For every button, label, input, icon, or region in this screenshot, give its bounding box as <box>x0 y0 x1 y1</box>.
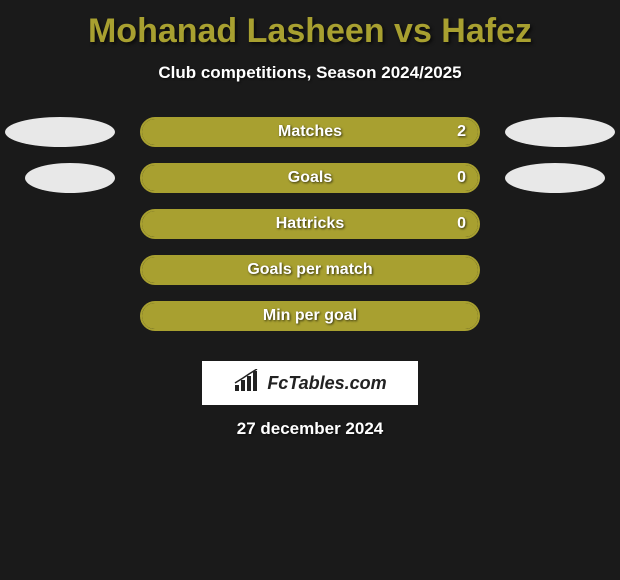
stat-row-matches: Matches 2 <box>0 113 620 159</box>
stat-row-min-per-goal: Min per goal <box>0 297 620 343</box>
bar-label: Goals per match <box>142 257 478 283</box>
bar-value: 0 <box>457 211 466 237</box>
stat-row-hattricks: Hattricks 0 <box>0 205 620 251</box>
stat-row-goals-per-match: Goals per match <box>0 251 620 297</box>
bar-container: Matches 2 <box>140 117 480 147</box>
bar-container: Goals 0 <box>140 163 480 193</box>
bar-value: 2 <box>457 119 466 145</box>
bar-value: 0 <box>457 165 466 191</box>
stats-bars: Matches 2 Goals 0 Hattricks 0 <box>0 113 620 343</box>
bar-label: Hattricks <box>142 211 478 237</box>
bar-container: Hattricks 0 <box>140 209 480 239</box>
bar-label: Matches <box>142 119 478 145</box>
deco-ellipse-left <box>25 163 115 193</box>
date-label: 27 december 2024 <box>0 419 620 439</box>
bar-chart-icon <box>233 369 261 398</box>
bar-container: Min per goal <box>140 301 480 331</box>
bar-label: Goals <box>142 165 478 191</box>
page-subtitle: Club competitions, Season 2024/2025 <box>0 63 620 83</box>
bar-container: Goals per match <box>140 255 480 285</box>
comparison-infographic: Mohanad Lasheen vs Hafez Club competitio… <box>0 0 620 580</box>
deco-ellipse-right <box>505 117 615 147</box>
logo-text: FcTables.com <box>267 373 386 394</box>
stat-row-goals: Goals 0 <box>0 159 620 205</box>
logo-box: FcTables.com <box>202 361 418 405</box>
bar-label: Min per goal <box>142 303 478 329</box>
deco-ellipse-right <box>505 163 605 193</box>
deco-ellipse-left <box>5 117 115 147</box>
page-title: Mohanad Lasheen vs Hafez <box>0 0 620 51</box>
